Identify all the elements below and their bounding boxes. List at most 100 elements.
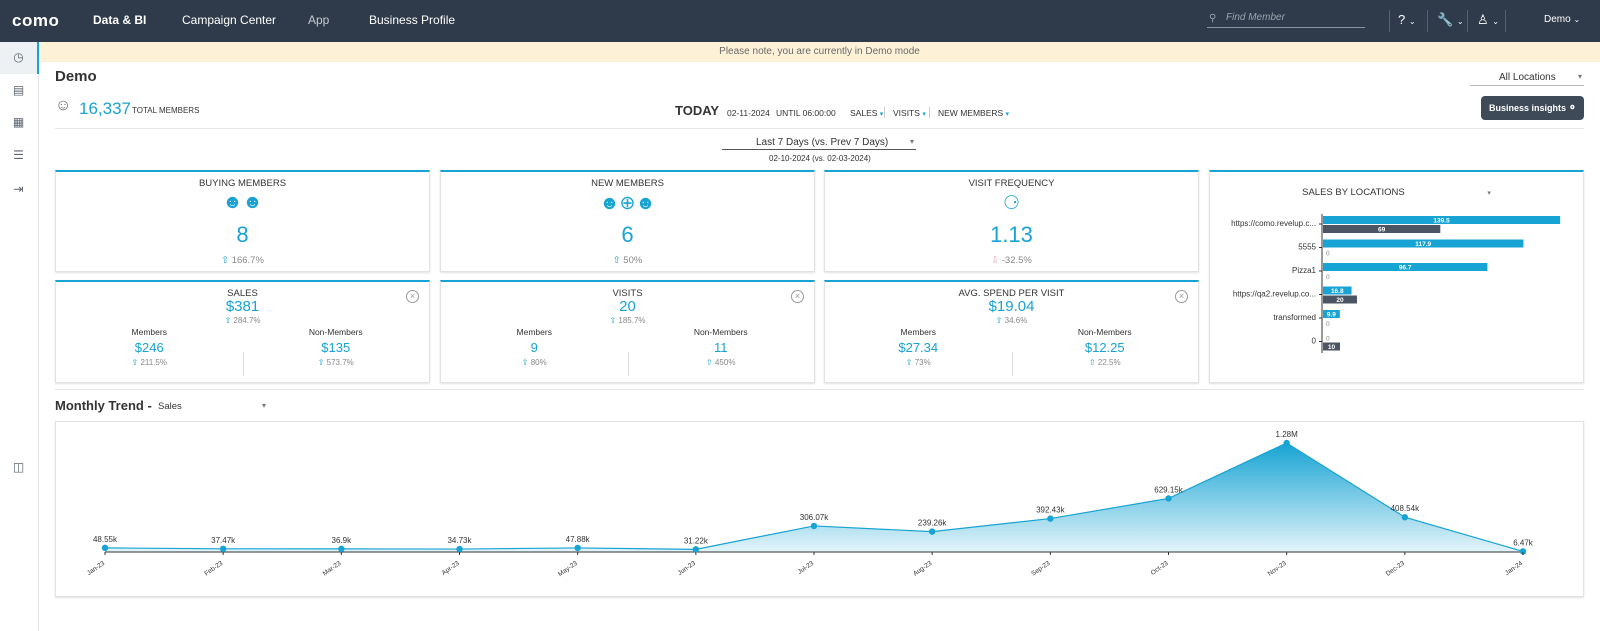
bar [1323, 225, 1441, 233]
bar [1323, 342, 1340, 351]
caret-down-icon: ▾ [1487, 190, 1491, 197]
kpi-value: 20 [619, 298, 636, 315]
sales-by-locations-title[interactable]: SALES BY LOCATIONS ▾ [1210, 187, 1583, 198]
close-icon[interactable]: × [791, 290, 804, 303]
user-name: Demo [1544, 14, 1571, 25]
x-tick-label: Aug-23 [912, 560, 933, 578]
business-insights-label: Business insights [1489, 103, 1567, 113]
period-date-range: 02-10-2024 (vs. 02-03-2024) [769, 154, 871, 163]
find-member-search[interactable]: ⚲ Find Member [1207, 11, 1365, 28]
non-members-change-value: 450% [714, 358, 736, 367]
nav-campaign-center[interactable]: Campaign Center [182, 13, 277, 27]
x-tick-label: Nov-23 [1267, 560, 1288, 578]
monthly-trend-chart: 48.55k Jan-23 37.47k Feb-23 36.9k Mar-23 34.73… [86, 430, 1534, 578]
nav-app[interactable]: App [308, 13, 330, 27]
arrow-up-icon: ⇧ [521, 358, 529, 367]
bar-data-label: 9.9 [1327, 312, 1336, 319]
members-change-value: 211.5% [140, 358, 167, 367]
data-point [928, 528, 936, 535]
members-change-value: 80% [530, 358, 547, 367]
account-menu[interactable]: ♙ ⌄ [1477, 12, 1499, 28]
divider [884, 107, 885, 118]
kpi-title: BUYING MEMBERS [198, 178, 287, 189]
arrow-up-icon: ⇧ [224, 316, 232, 325]
kpi-card-visits: VISITS × 20 ⇧ 185.7% Members 9 ⇧ 80% Non… [440, 280, 815, 383]
kpi-change-value: 284.7% [233, 316, 261, 325]
monthly-trend-title: Monthly Trend - [55, 398, 152, 413]
category-label: https://qa2.revelup.co... [1233, 290, 1316, 299]
period-select[interactable]: Last 7 Days (vs. Prev 7 Days) ▾ [722, 137, 916, 150]
x-tick-label: Feb-23 [203, 560, 224, 578]
chart-title: SALES BY LOCATIONS [1302, 187, 1405, 198]
members-value: $246 [134, 340, 164, 355]
lightbulb-icon: ⚬ [1567, 102, 1577, 114]
category-label: 0 [1312, 337, 1317, 346]
today-date: 02-11-2024 [727, 108, 770, 118]
data-point [1165, 495, 1172, 502]
help-menu[interactable]: ? ⌄ [1398, 12, 1416, 27]
close-icon[interactable]: × [1175, 290, 1188, 303]
divider [242, 352, 244, 376]
bar [1323, 216, 1561, 224]
area-fill [105, 443, 1523, 552]
user-icon: ♙ [1477, 12, 1489, 27]
today-visits-link[interactable]: VISITS ▾ [893, 108, 926, 118]
heartbeat-icon: ⚆ [1002, 193, 1021, 214]
como-logo[interactable]: como [12, 11, 60, 30]
kpi-change: ⇧ 34.6% [825, 316, 1198, 325]
data-point [456, 545, 463, 553]
table-report-icon[interactable]: ▦ [12, 115, 25, 129]
non-members-label: Non-Members [308, 327, 363, 337]
total-members-label: TOTAL MEMBERS [132, 106, 200, 115]
caret-down-icon: ▾ [879, 111, 884, 118]
kpi-title: NEW MEMBERS [591, 178, 664, 189]
members-breakdown: Members $27.34 ⇧ 73% [825, 327, 1012, 367]
trend-metric-select[interactable]: Sales ▾ [158, 401, 270, 414]
today-new-members-link[interactable]: NEW MEMBERS ▾ [938, 108, 1009, 118]
dashboard-gauge-icon[interactable]: ◷ [13, 50, 24, 64]
category-label: transformed [1273, 313, 1316, 322]
kpi-change-value: 185.7% [618, 316, 646, 325]
close-icon[interactable]: × [406, 290, 419, 303]
divider [1011, 352, 1013, 376]
data-point [1401, 514, 1409, 521]
non-members-value: 11 [714, 340, 728, 355]
data-point [1519, 548, 1527, 555]
chevron-down-icon: ⌄ [1456, 17, 1464, 26]
caret-down-icon: ▾ [909, 137, 914, 146]
location-select[interactable]: All Locations ▾ [1470, 72, 1584, 86]
members-change: ⇧ 80% [441, 358, 628, 367]
kpi-change: ⇧ 50% [441, 255, 814, 266]
top-navigation-bar: como Data & BI Campaign Center App Busin… [0, 0, 1600, 42]
non-members-breakdown: Non-Members 11 ⇧ 450% [628, 327, 815, 367]
tools-menu[interactable]: 🔧 ⌄ [1437, 12, 1464, 28]
sidebar-active-indicator [0, 42, 39, 74]
divider [55, 128, 1584, 129]
toggle-sidebar-icon[interactable]: ◫ [12, 460, 25, 474]
divider [1467, 10, 1468, 32]
divider [1505, 10, 1506, 32]
nav-business-profile[interactable]: Business Profile [369, 13, 456, 27]
divider [1427, 10, 1428, 32]
page-title: Demo [55, 68, 97, 85]
nav-data-bi[interactable]: Data & BI [93, 13, 147, 27]
link-label: VISITS [893, 108, 920, 118]
kpi-card-new-members: NEW MEMBERS ☻⊕☻ 6 ⇧ 50% [440, 170, 815, 272]
total-members-count: 16,337 [79, 99, 131, 118]
business-insights-button[interactable]: Business insights ⚬ [1481, 96, 1584, 120]
kpi-title: VISITS [612, 288, 643, 299]
today-sales-link[interactable]: SALES ▾ [850, 108, 883, 118]
kpi-title: SALES [227, 288, 258, 299]
arrow-up-icon: ⇧ [131, 358, 139, 367]
export-icon[interactable]: ⇥ [13, 182, 24, 196]
user-menu[interactable]: Demo ⌄ [1544, 14, 1580, 25]
filters-sliders-icon[interactable]: ☰ [13, 148, 24, 162]
non-members-change: ⇧ 573.7% [243, 358, 430, 367]
location-select-value: All Locations [1499, 72, 1556, 83]
kpi-title: VISIT FREQUENCY [968, 178, 1055, 189]
non-members-value: $135 [321, 340, 351, 355]
chart-report-icon[interactable]: ▤ [12, 83, 25, 97]
new-members-icon: ☻⊕☻ [599, 193, 656, 214]
data-point [101, 544, 109, 552]
today-label: TODAY [675, 103, 720, 118]
